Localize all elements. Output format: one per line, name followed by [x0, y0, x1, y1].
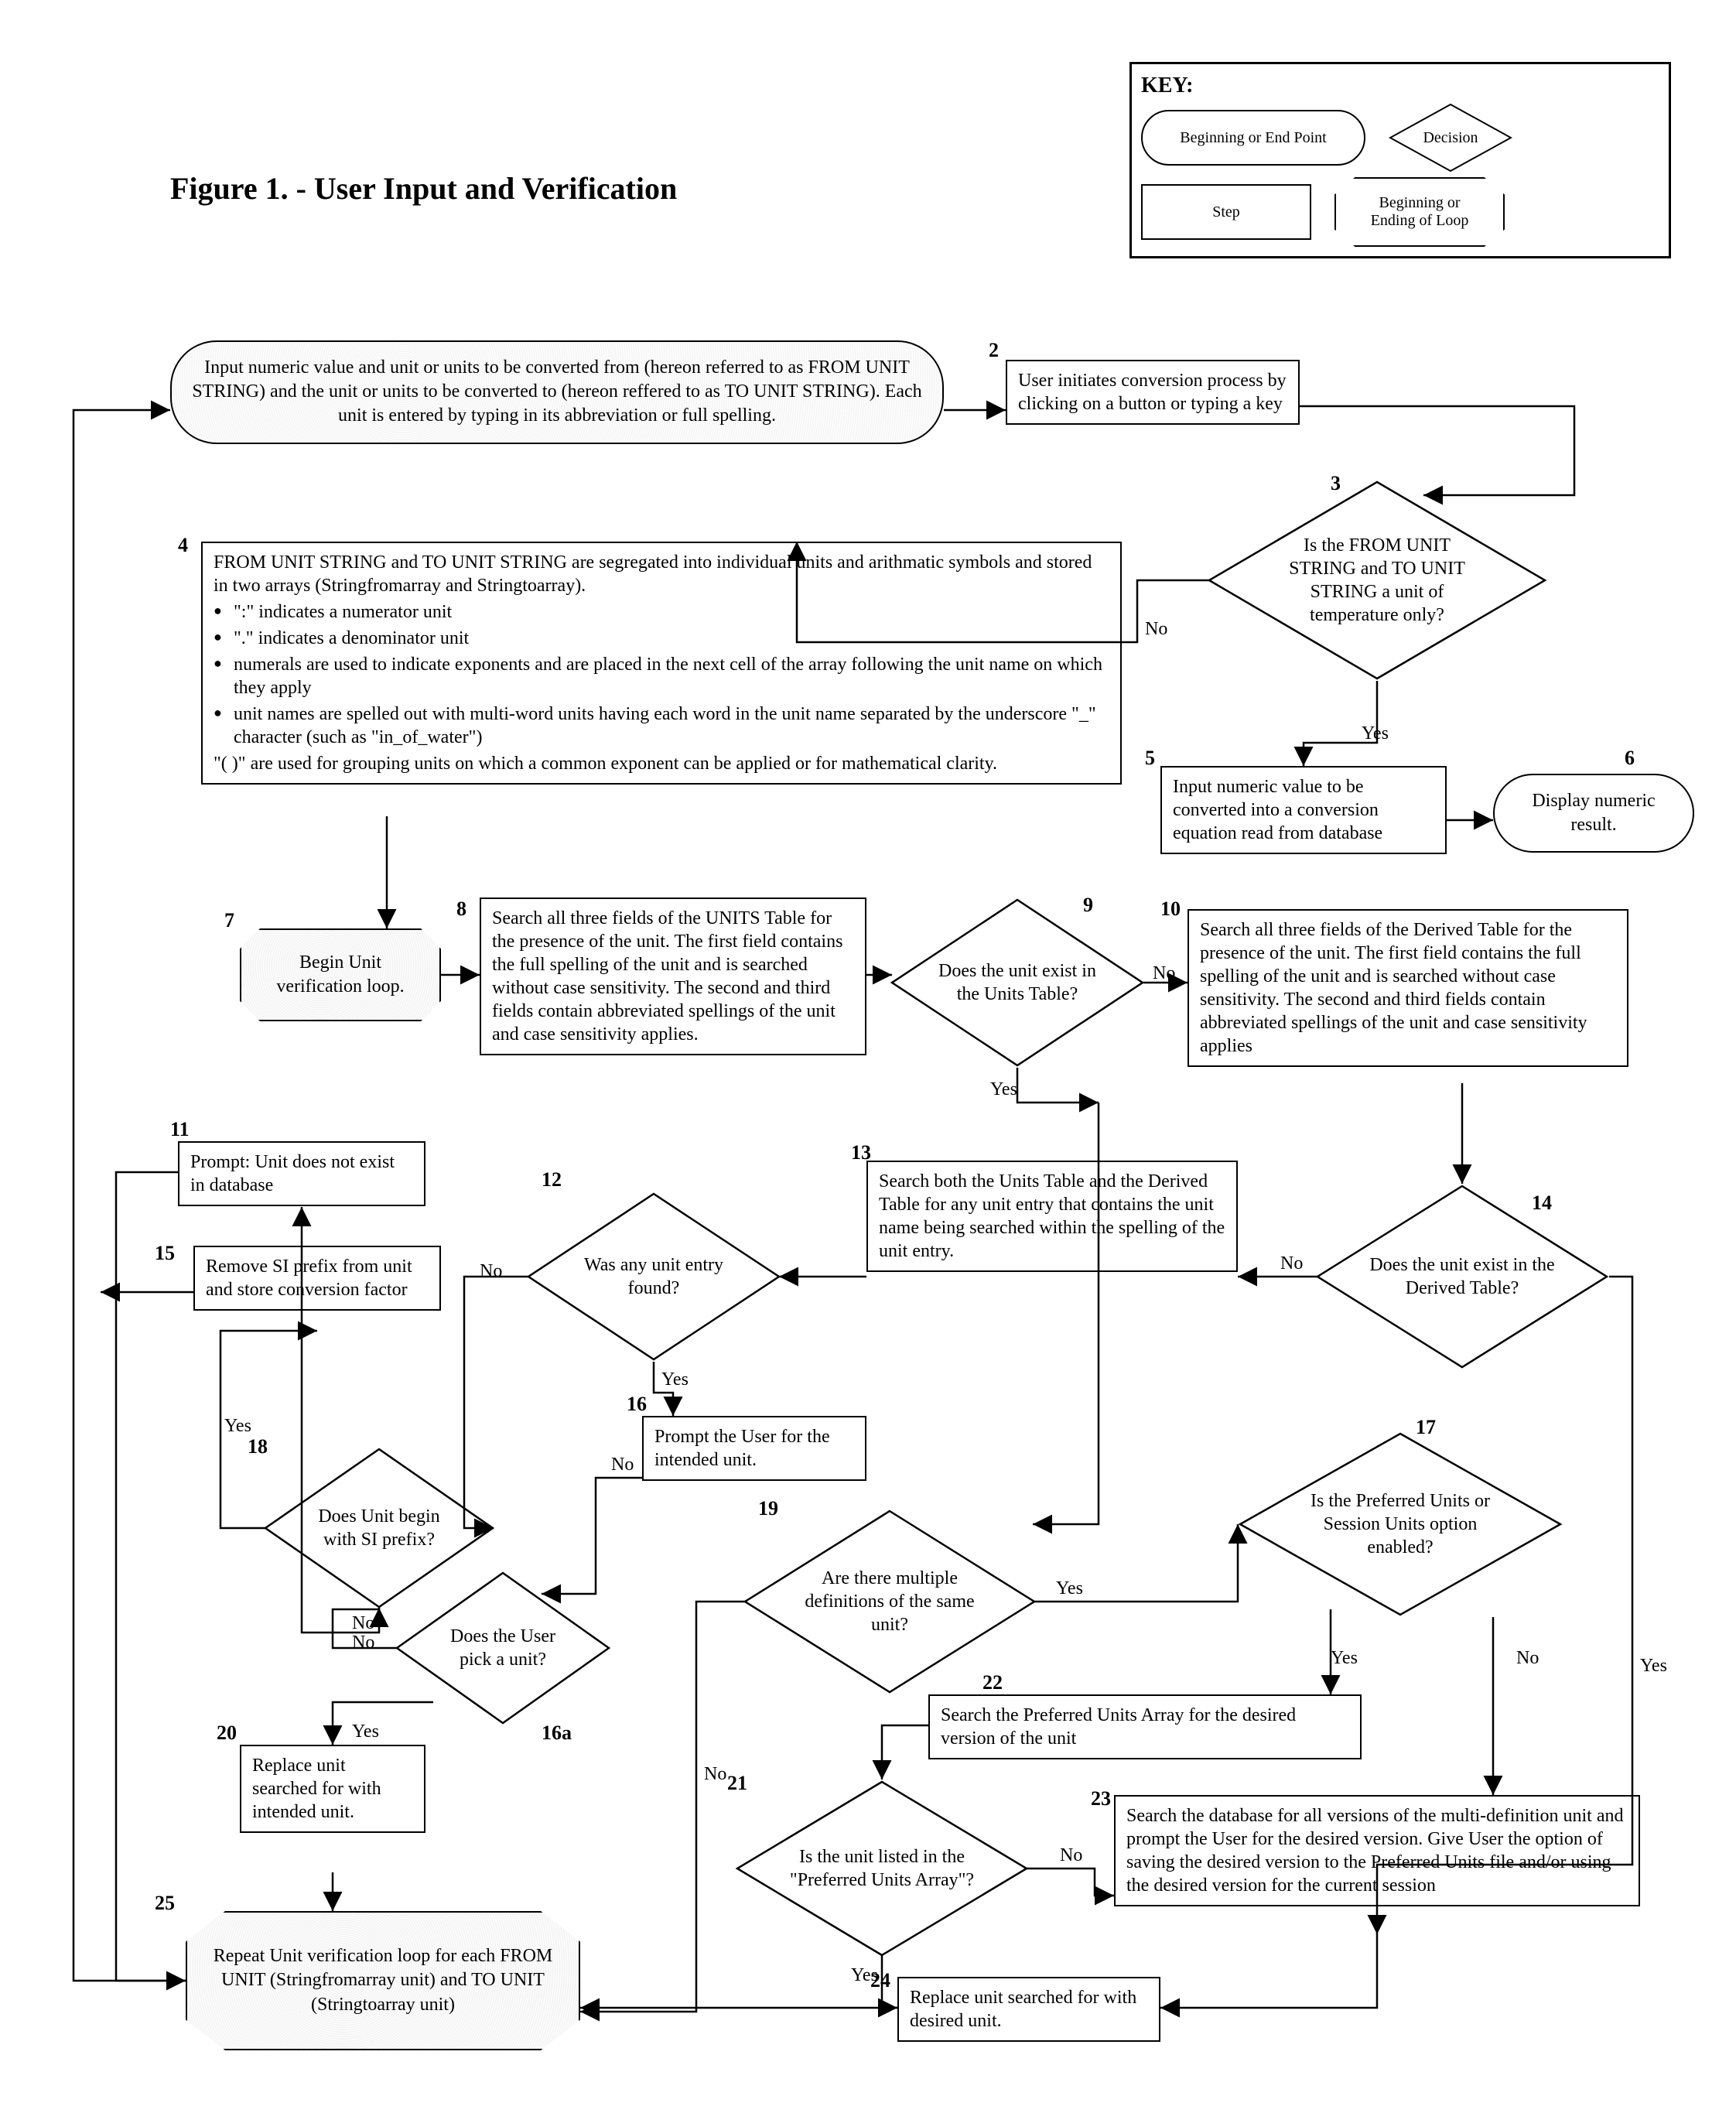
- node-23-num: 23: [1091, 1787, 1111, 1810]
- label-n12-yes: Yes: [661, 1369, 689, 1390]
- node-3: Is the FROM UNIT STRING and TO UNIT STRI…: [1207, 480, 1547, 681]
- label-n14-yes: Yes: [1640, 1656, 1667, 1677]
- label-n16a-yes: Yes: [352, 1722, 379, 1742]
- legend-title: KEY:: [1141, 74, 1659, 98]
- label-n16a-no: No: [352, 1633, 374, 1653]
- legend-terminator: Beginning or End Point: [1141, 110, 1365, 166]
- node-8-num: 8: [456, 898, 466, 921]
- node-6-num: 6: [1625, 747, 1635, 770]
- node-22: Search the Preferred Units Array for the…: [928, 1694, 1362, 1759]
- node-16: Prompt the User for the intended unit.: [642, 1416, 866, 1481]
- label-n17-no: No: [1516, 1648, 1539, 1669]
- node-15: Remove SI prefix from unit and store con…: [193, 1246, 441, 1311]
- node-19: Are there multiple definitions of the sa…: [743, 1509, 1037, 1694]
- node-4-num: 4: [178, 534, 188, 557]
- node-9: Does the unit exist in the Units Table?: [890, 898, 1145, 1068]
- node-14: Does the unit exist in the Derived Table…: [1315, 1184, 1609, 1369]
- node-20: Replace unit searched for with intended …: [240, 1745, 425, 1833]
- node-25: Repeat Unit verification loop for each F…: [186, 1911, 580, 2050]
- node-10: Search all three fields of the Derived T…: [1188, 909, 1628, 1067]
- node-4-tail: "( )" are used for grouping units on whi…: [214, 752, 1109, 775]
- node-25-num: 25: [155, 1892, 175, 1915]
- label-n9-yes: Yes: [990, 1079, 1017, 1100]
- node-5-num: 5: [1145, 747, 1155, 770]
- node-4-lead: FROM UNIT STRING and TO UNIT STRING are …: [214, 551, 1109, 597]
- node-4-b3: numerals are used to indicate exponents …: [214, 653, 1109, 699]
- legend-step: Step: [1141, 184, 1311, 240]
- node-7: Begin Unit verification loop.: [240, 928, 441, 1021]
- legend-loop: Beginning or Ending of Loop: [1334, 177, 1505, 247]
- page-title: Figure 1. - User Input and Verification: [170, 170, 677, 207]
- label-n9-no: No: [1153, 963, 1175, 984]
- node-2: User initiates conversion process by cli…: [1006, 360, 1300, 425]
- node-12-num: 12: [542, 1168, 562, 1192]
- label-n18-yes: Yes: [224, 1416, 251, 1437]
- node-24: Replace unit searched for with desired u…: [897, 1977, 1160, 2042]
- node-6: Display numeric result.: [1493, 774, 1694, 853]
- node-5: Input numeric value to be converted into…: [1160, 766, 1447, 854]
- node-12: Was any unit entry found?: [526, 1192, 781, 1362]
- label-n14-no: No: [1280, 1253, 1303, 1274]
- label-n18-no: No: [352, 1613, 374, 1634]
- node-8: Search all three fields of the UNITS Tab…: [480, 898, 866, 1055]
- label-n17-yes: Yes: [1331, 1648, 1358, 1669]
- node-10-num: 10: [1160, 898, 1181, 921]
- label-n21-no: No: [1060, 1845, 1082, 1866]
- node-4-b2: "." indicates a denominator unit: [214, 627, 1109, 650]
- legend: KEY: Beginning or End Point Decision Ste…: [1129, 62, 1671, 258]
- node-16a-num: 16a: [542, 1722, 572, 1745]
- node-21: Is the unit listed in the "Preferred Uni…: [735, 1780, 1029, 1957]
- label-n19-no: No: [704, 1764, 726, 1785]
- node-4-b4: unit names are spelled out with multi-wo…: [214, 703, 1109, 749]
- label-n16-no: No: [611, 1455, 634, 1475]
- node-11: Prompt: Unit does not exist in database: [178, 1141, 425, 1206]
- label-n21-yes: Yes: [851, 1965, 878, 1986]
- node-20-num: 20: [217, 1722, 237, 1745]
- node-23: Search the database for all versions of …: [1114, 1795, 1640, 1906]
- node-18: Does Unit begin with SI prefix?: [263, 1447, 495, 1609]
- node-16-num: 16: [627, 1393, 647, 1416]
- label-n19-yes: Yes: [1056, 1578, 1083, 1599]
- node-15-num: 15: [155, 1242, 175, 1265]
- label-n3-yes: Yes: [1362, 723, 1389, 744]
- node-4-b1: ":" indicates a numerator unit: [214, 600, 1109, 624]
- label-n12-no: No: [480, 1261, 502, 1282]
- node-4: FROM UNIT STRING and TO UNIT STRING are …: [201, 542, 1122, 785]
- node-1-start: Input numeric value and unit or units to…: [170, 340, 944, 444]
- node-2-num: 2: [989, 339, 999, 362]
- label-n3-no: No: [1145, 619, 1167, 640]
- node-13: Search both the Units Table and the Deri…: [866, 1161, 1238, 1272]
- node-11-num: 11: [170, 1118, 190, 1141]
- node-22-num: 22: [982, 1671, 1003, 1694]
- node-7-num: 7: [224, 909, 234, 932]
- node-17: Is the Preferred Units or Session Units …: [1238, 1431, 1563, 1617]
- legend-decision: Decision: [1389, 103, 1512, 173]
